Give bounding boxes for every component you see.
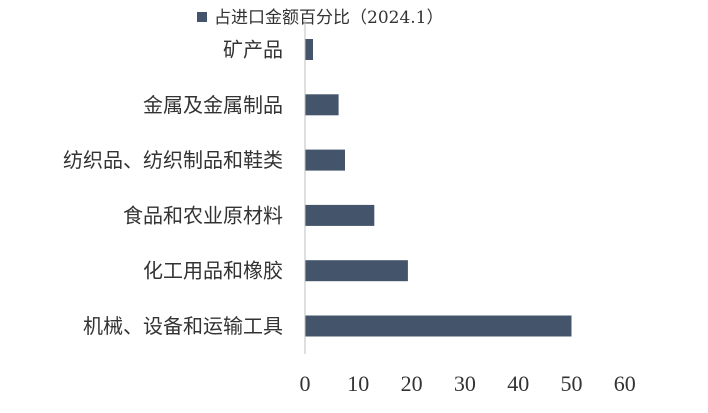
x-tick-label: 60 [614,371,636,396]
category-label: 化工用品和橡胶 [143,259,283,283]
x-tick-label: 20 [401,371,423,396]
plot-area: 矿产品金属及金属制品纺织品、纺织制品和鞋类食品和农业原材料化工用品和橡胶机械、设… [63,20,636,396]
bar [305,94,339,116]
category-label: 食品和农业原材料 [123,203,283,227]
category-label: 矿产品 [223,38,283,62]
bar [305,315,572,337]
x-tick-label: 10 [347,371,369,396]
bar [305,149,345,171]
bar [305,260,408,282]
legend: 占进口金额百分比（2024.1） [197,8,443,28]
x-tick-label: 30 [454,371,476,396]
x-tick-label: 40 [507,371,529,396]
bar [305,204,375,226]
legend-label: 占进口金额百分比（2024.1） [214,8,443,28]
x-tick-label: 0 [300,371,311,396]
bar [305,39,313,60]
legend-swatch [197,12,207,22]
category-label: 纺织品、纺织制品和鞋类 [63,148,283,172]
x-tick-label: 50 [561,371,583,396]
category-label: 金属及金属制品 [143,93,283,117]
category-label: 机械、设备和运输工具 [83,314,283,338]
